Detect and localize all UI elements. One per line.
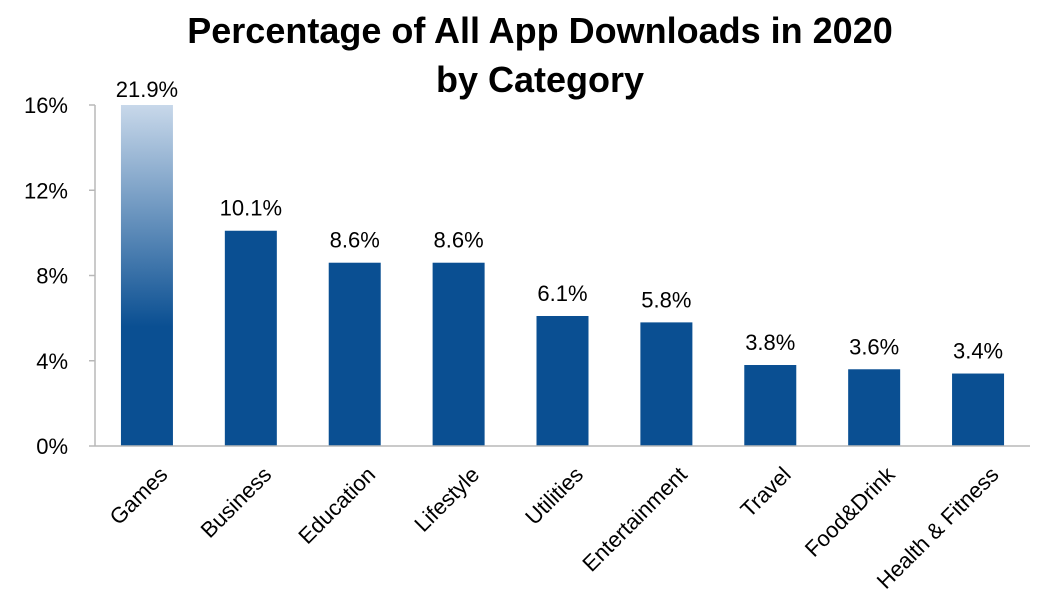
data-label: 6.1% bbox=[537, 281, 587, 306]
y-axis: 0% 4% 8% 12% 16% bbox=[24, 93, 96, 459]
y-tick-label: 16% bbox=[24, 93, 68, 118]
bar-business bbox=[224, 230, 277, 446]
x-category-label: Utilities bbox=[520, 462, 588, 530]
y-tick-label: 8% bbox=[36, 264, 68, 289]
data-label: 3.6% bbox=[849, 334, 899, 359]
chart-title-line-1: Percentage of All App Downloads in 2020 bbox=[187, 10, 893, 51]
bar-utilities bbox=[536, 315, 589, 446]
x-category-label: Travel bbox=[735, 462, 795, 522]
bar-lifestyle bbox=[432, 262, 485, 446]
x-category-label: Lifestyle bbox=[409, 462, 484, 537]
data-label: 3.4% bbox=[953, 339, 1003, 364]
data-label: 8.6% bbox=[434, 228, 484, 253]
data-label: 21.9% bbox=[116, 77, 178, 102]
data-label: 5.8% bbox=[641, 287, 691, 312]
x-category-label: Games bbox=[105, 462, 173, 530]
data-label: 10.1% bbox=[220, 196, 282, 221]
bar-travel bbox=[744, 365, 797, 446]
bar-food-drink bbox=[848, 369, 901, 446]
y-tick-label: 4% bbox=[36, 349, 68, 374]
x-category-label: Education bbox=[293, 462, 380, 549]
chart-title-line-2: by Category bbox=[435, 59, 645, 100]
x-category-label: Entertainment bbox=[577, 462, 692, 577]
bars: 21.9% 10.1% 8.6% 8.6% 6.1% 5.8% 3.8% 3.6% 3.4% bbox=[116, 77, 1005, 446]
y-tick-label: 0% bbox=[36, 434, 68, 459]
bar-entertainment bbox=[640, 322, 693, 446]
bar-health-fitness bbox=[952, 373, 1005, 446]
chart-title: Percentage of All App Downloads in 2020 … bbox=[0, 6, 1050, 104]
data-label: 8.6% bbox=[330, 228, 380, 253]
x-category-label: Food&Drink bbox=[800, 461, 901, 562]
data-label: 3.8% bbox=[745, 330, 795, 355]
x-category-label: Business bbox=[196, 462, 277, 543]
bar-games bbox=[120, 105, 173, 446]
x-axis: Games Business Education Lifestyle Utilities… bbox=[95, 445, 1030, 594]
bar-education bbox=[328, 262, 381, 446]
y-tick-label: 12% bbox=[24, 178, 68, 203]
